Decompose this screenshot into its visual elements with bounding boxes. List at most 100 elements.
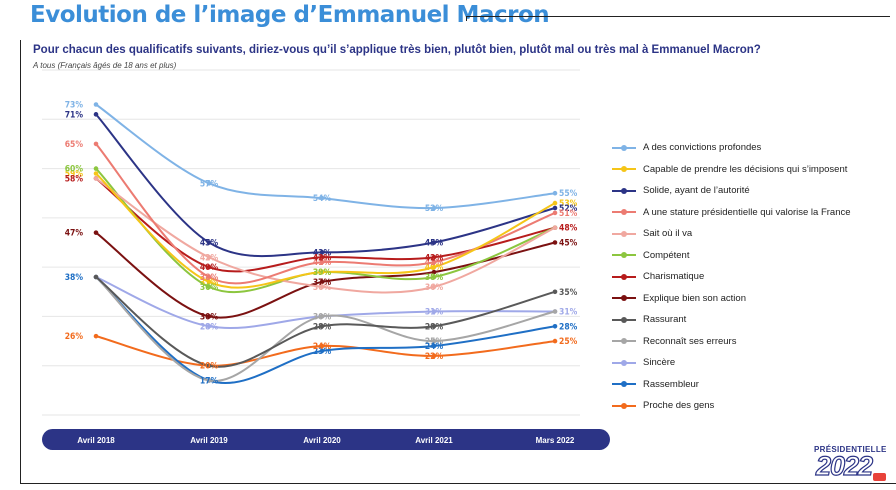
data-point bbox=[552, 210, 558, 216]
data-label: 25% bbox=[559, 337, 578, 347]
data-label: 39% bbox=[313, 268, 332, 278]
x-tick-label: Mars 2022 bbox=[536, 436, 575, 445]
x-tick-label: Avril 2018 bbox=[77, 436, 115, 445]
data-label: 23% bbox=[313, 347, 332, 357]
data-label: 37% bbox=[313, 278, 332, 288]
x-tick-label: Avril 2021 bbox=[415, 436, 453, 445]
legend-swatch bbox=[612, 358, 636, 368]
data-label: 17% bbox=[200, 377, 219, 387]
legend-swatch bbox=[612, 379, 636, 389]
legend-label: Sincère bbox=[643, 357, 676, 369]
data-label: 45% bbox=[425, 239, 444, 249]
presidentielle-logo: PRÉSIDENTIELLE 2022 bbox=[812, 445, 892, 485]
legend-item: A une stature présidentielle qui valoris… bbox=[612, 202, 851, 224]
data-label: 28% bbox=[559, 322, 578, 332]
data-label: 37% bbox=[200, 278, 219, 288]
data-label: 31% bbox=[425, 308, 444, 318]
data-label: 36% bbox=[200, 283, 219, 293]
data-label: 52% bbox=[425, 204, 444, 214]
data-label: 36% bbox=[425, 283, 444, 293]
data-point bbox=[552, 200, 558, 206]
data-point bbox=[552, 240, 558, 245]
legend-label: Rassembleur bbox=[643, 378, 699, 390]
data-label: 35% bbox=[559, 288, 578, 298]
data-point bbox=[319, 250, 325, 255]
data-label: 58% bbox=[65, 174, 84, 184]
data-point bbox=[431, 323, 437, 329]
x-tick-label: Avril 2019 bbox=[190, 436, 228, 445]
x-tick-label: Avril 2020 bbox=[303, 436, 341, 445]
data-point bbox=[552, 225, 558, 231]
legend-label: Explique bien son action bbox=[643, 292, 746, 304]
data-point bbox=[552, 205, 558, 211]
data-label: 53% bbox=[559, 199, 578, 209]
data-label: 43% bbox=[313, 248, 332, 258]
data-label: 38% bbox=[200, 273, 219, 283]
data-point bbox=[431, 269, 437, 275]
legend-label: Compétent bbox=[643, 249, 690, 261]
chart-legend: A des convictions profondes Capable de pr… bbox=[612, 137, 851, 417]
data-point bbox=[431, 259, 437, 265]
data-point bbox=[552, 309, 558, 314]
legend-item: Rassurant bbox=[612, 309, 851, 331]
legend-label: Rassurant bbox=[643, 314, 687, 326]
data-label: 40% bbox=[425, 263, 444, 273]
legend-swatch bbox=[612, 164, 636, 174]
data-label: 60% bbox=[65, 165, 84, 175]
data-point bbox=[93, 166, 99, 171]
data-point bbox=[93, 333, 99, 339]
data-point bbox=[319, 195, 325, 201]
legend-label: A une stature présidentielle qui valoris… bbox=[643, 206, 851, 218]
data-point bbox=[93, 171, 99, 176]
legend-item: Compétent bbox=[612, 245, 851, 267]
data-label: 42% bbox=[425, 253, 444, 263]
legend-swatch bbox=[612, 293, 636, 303]
data-point bbox=[552, 323, 558, 329]
frame-top-border bbox=[466, 16, 890, 17]
legend-item: A des convictions profondes bbox=[612, 137, 851, 159]
legend-swatch bbox=[612, 272, 636, 282]
frame-bottom-border bbox=[20, 483, 896, 484]
data-point bbox=[431, 338, 437, 344]
data-point bbox=[431, 284, 437, 290]
data-label: 71% bbox=[65, 110, 84, 120]
data-point bbox=[431, 205, 437, 211]
data-point bbox=[319, 348, 325, 354]
data-label: 57% bbox=[200, 179, 219, 189]
series-line bbox=[95, 113, 556, 258]
legend-item: Solide, ayant de l’autorité bbox=[612, 180, 851, 202]
logo-year: 2022 bbox=[815, 450, 873, 481]
logo-badge bbox=[873, 473, 886, 481]
data-label: 47% bbox=[65, 229, 84, 239]
legend-item: Sincère bbox=[612, 352, 851, 374]
frame-left-border bbox=[20, 40, 21, 484]
survey-question: Pour chacun des qualificatifs suivants, … bbox=[33, 44, 761, 56]
legend-label: Charismatique bbox=[643, 271, 705, 283]
data-label: 41% bbox=[313, 258, 332, 268]
legend-swatch bbox=[612, 186, 636, 196]
x-axis-band bbox=[42, 429, 610, 450]
data-label: 31% bbox=[559, 308, 578, 318]
legend-swatch bbox=[612, 250, 636, 260]
data-point bbox=[206, 240, 212, 245]
legend-item: Charismatique bbox=[612, 266, 851, 288]
data-point bbox=[552, 289, 558, 295]
legend-label: Reconnaît ses erreurs bbox=[643, 335, 737, 347]
data-label: 55% bbox=[559, 189, 578, 199]
data-label: 73% bbox=[65, 101, 84, 111]
frame-tick bbox=[466, 16, 467, 21]
data-point bbox=[431, 343, 437, 349]
legend-swatch bbox=[612, 315, 636, 325]
data-point bbox=[319, 314, 325, 319]
series-line bbox=[95, 103, 556, 210]
data-label: 45% bbox=[559, 239, 578, 249]
x-axis-labels: Avril 2018 Avril 2019 Avril 2020 Avril 2021… bbox=[77, 436, 575, 445]
data-point bbox=[431, 264, 437, 270]
data-point bbox=[319, 279, 325, 285]
data-point bbox=[319, 284, 325, 290]
data-point bbox=[93, 102, 99, 107]
data-point bbox=[319, 254, 325, 260]
legend-item: Reconnaît ses erreurs bbox=[612, 331, 851, 353]
data-point bbox=[206, 254, 212, 260]
data-point bbox=[206, 378, 212, 383]
